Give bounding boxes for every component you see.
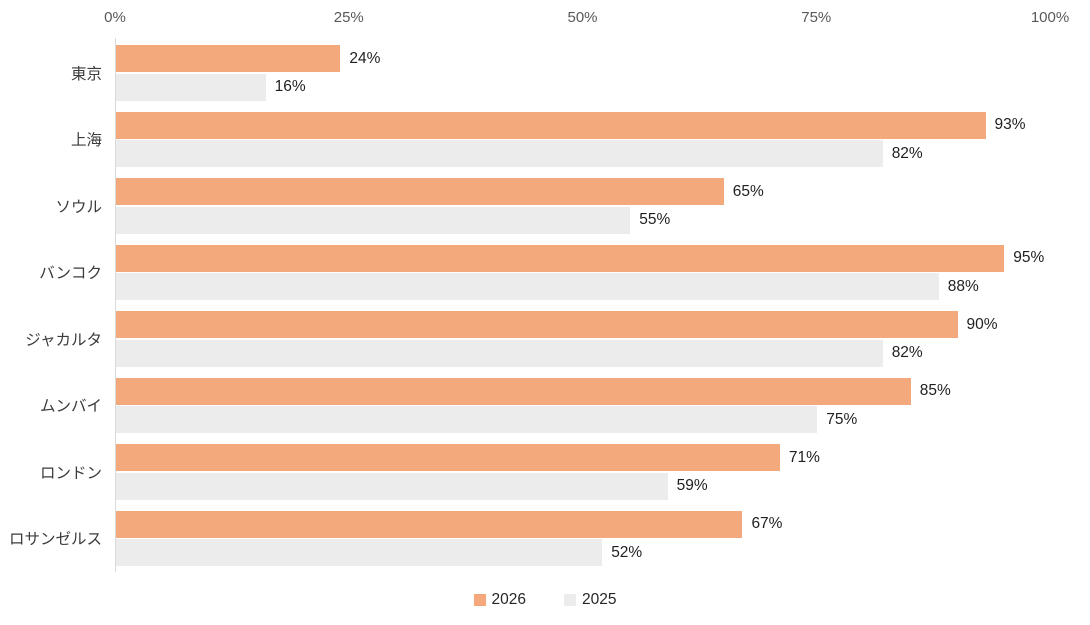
bar-2025 [116, 472, 668, 500]
bar-2026 [116, 311, 958, 338]
x-axis-tick-label: 0% [104, 9, 126, 26]
legend-label: 2025 [582, 591, 617, 608]
bar-2026 [116, 510, 743, 538]
bar-2025 [116, 273, 939, 300]
x-axis-tick-label: 100% [1030, 9, 1070, 26]
legend-swatch [564, 594, 576, 606]
category-label: 上海 [70, 132, 102, 150]
value-label: 95% [1013, 249, 1045, 266]
bar-2025 [116, 406, 818, 433]
x-axis: 0% 25% 50% 75% 100% [0, 0, 1090, 36]
value-label: 85% [919, 382, 951, 399]
legend-swatch [473, 594, 486, 606]
legend-label: 2026 [491, 591, 526, 608]
bar-2026 [116, 444, 780, 471]
bar-2025 [116, 73, 266, 101]
value-label: 90% [966, 315, 998, 333]
legend-item-2026: 2026 [473, 591, 526, 609]
x-axis-tick-label: 25% [333, 9, 364, 26]
category-label: ソウル [55, 198, 102, 216]
category-label: 東京 [70, 65, 102, 83]
bar-2025 [116, 206, 631, 234]
value-label: 71% [788, 448, 820, 466]
value-label: 52% [611, 543, 643, 561]
x-axis-tick-label: 50% [567, 9, 598, 26]
value-label: 88% [947, 277, 979, 295]
value-label: 93% [994, 116, 1026, 133]
value-label: 55% [639, 211, 671, 228]
x-axis-tick-label: 75% [801, 9, 832, 26]
bar-2026 [116, 178, 724, 205]
value-label: 75% [826, 410, 858, 428]
value-label: 82% [891, 344, 923, 361]
bar-2026 [116, 244, 1005, 272]
category-label: ロンドン [39, 464, 102, 482]
bar-2026 [116, 111, 986, 139]
bar-2026 [116, 45, 341, 72]
category-label: ムンバイ [39, 398, 102, 416]
bar-2025 [116, 339, 883, 367]
value-label: 16% [274, 78, 306, 95]
value-label: 59% [676, 477, 708, 494]
category-label: バンコク [39, 265, 102, 283]
value-label: 67% [751, 515, 783, 532]
value-label: 65% [732, 182, 764, 200]
value-label: 24% [349, 49, 381, 67]
legend-item-2025: 2025 [564, 591, 616, 609]
category-label: ジャカルタ [25, 331, 102, 349]
y-axis-line [115, 38, 116, 572]
bar-2025 [116, 539, 603, 566]
legend: 2026 2025 [0, 591, 1090, 609]
category-label: ロサンゼルス [8, 531, 102, 549]
value-label: 82% [891, 144, 923, 162]
bar-2025 [116, 140, 883, 167]
bar-2026 [116, 377, 911, 405]
